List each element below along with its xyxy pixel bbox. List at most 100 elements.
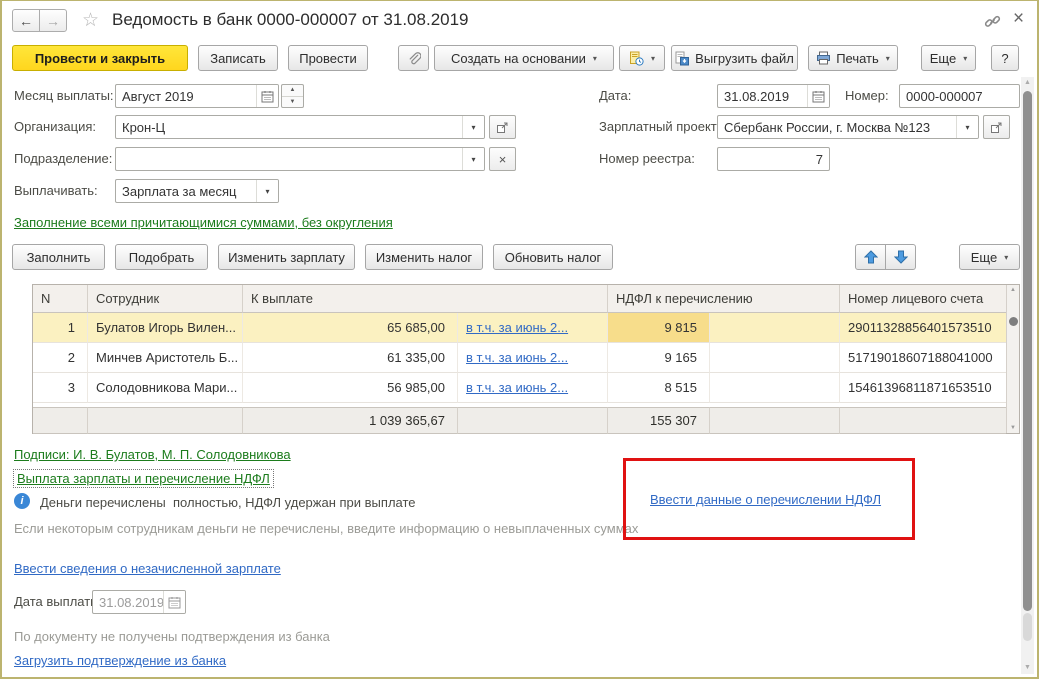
cell-row-number[interactable]: 3 bbox=[33, 373, 88, 403]
tax-detail-link[interactable]: в т.ч. за июнь 2... bbox=[466, 320, 569, 335]
open-icon bbox=[991, 122, 1002, 133]
main-scroll-thumb[interactable] bbox=[1023, 91, 1032, 611]
load-confirmation-link[interactable]: Загрузить подтверждение из банка bbox=[14, 653, 227, 668]
scroll-up-icon[interactable]: ▲ bbox=[1010, 287, 1016, 293]
main-scrollbar[interactable]: ▲ ▼ bbox=[1021, 77, 1034, 674]
cell-account-number[interactable]: 29011328856401573510 bbox=[840, 313, 1006, 343]
cell-account-number[interactable]: 51719018607188041000 bbox=[840, 343, 1006, 373]
fill-label: Заполнить bbox=[26, 249, 91, 265]
table-row[interactable]: 3 Солодовникова Мари... 56 985,00 в т.ч.… bbox=[33, 373, 1019, 403]
help-button[interactable]: ? bbox=[991, 45, 1019, 71]
change-tax-button[interactable]: Изменить налог bbox=[365, 244, 483, 270]
col-header-tax[interactable]: НДФЛ к перечислению bbox=[608, 285, 840, 313]
registry-number-field[interactable]: 7 bbox=[717, 147, 830, 171]
payout-month-field[interactable]: Август 2019 bbox=[115, 84, 279, 108]
combo-arrow-icon[interactable]: ▾ bbox=[256, 180, 278, 202]
document-timer-button[interactable]: ▾ bbox=[619, 45, 665, 71]
total-payout: 1 039 365,67 bbox=[243, 407, 458, 434]
department-field[interactable]: ▾ bbox=[115, 147, 485, 171]
export-file-button[interactable]: Выгрузить файл bbox=[671, 45, 798, 71]
organization-field[interactable]: Крон-Ц ▾ bbox=[115, 115, 485, 139]
combo-arrow-icon[interactable]: ▾ bbox=[956, 116, 978, 138]
organization-open-button[interactable] bbox=[489, 115, 516, 139]
calendar-icon[interactable] bbox=[163, 591, 185, 613]
move-row-up-button[interactable] bbox=[855, 244, 886, 270]
more-toolbar-button[interactable]: Еще ▾ bbox=[921, 45, 976, 71]
cell-row-number[interactable]: 2 bbox=[33, 343, 88, 373]
cell-tax-amount[interactable]: 9 815 bbox=[608, 313, 710, 343]
print-button[interactable]: Печать ▾ bbox=[808, 45, 898, 71]
forward-icon: → bbox=[46, 12, 60, 29]
cell-tax-amount[interactable]: 8 515 bbox=[608, 373, 710, 403]
payout-month-label: Месяц выплаты: bbox=[14, 88, 114, 103]
cell-tax-detail[interactable] bbox=[710, 373, 840, 403]
cell-payout-amount[interactable]: 61 335,00 bbox=[243, 343, 458, 373]
cell-account-number[interactable]: 15461396811871653510 bbox=[840, 373, 1006, 403]
scroll-down-icon[interactable]: ▼ bbox=[1024, 664, 1031, 671]
table-row[interactable]: 2 Минчев Аристотель Б... 61 335,00 в т.ч… bbox=[33, 343, 1019, 373]
back-button[interactable]: ← bbox=[12, 9, 40, 32]
cell-payout-detail[interactable]: в т.ч. за июнь 2... bbox=[458, 373, 608, 403]
cell-payout-detail[interactable]: в т.ч. за июнь 2... bbox=[458, 313, 608, 343]
close-icon[interactable]: × bbox=[1013, 8, 1025, 29]
col-header-n[interactable]: N bbox=[33, 285, 88, 313]
post-and-close-button[interactable]: Провести и закрыть bbox=[12, 45, 188, 71]
update-tax-button[interactable]: Обновить налог bbox=[493, 244, 613, 270]
more-label: Еще bbox=[929, 50, 957, 66]
change-salary-button[interactable]: Изменить зарплату bbox=[218, 244, 355, 270]
enter-tax-data-link[interactable]: Ввести данные о перечислении НДФЛ bbox=[650, 492, 882, 507]
cell-employee[interactable]: Минчев Аристотель Б... bbox=[88, 343, 243, 373]
table-scroll-thumb[interactable] bbox=[1008, 317, 1018, 326]
fill-button[interactable]: Заполнить bbox=[12, 244, 105, 270]
scroll-down-icon[interactable]: ▼ bbox=[1010, 425, 1016, 431]
date-field[interactable]: 31.08.2019 bbox=[717, 84, 830, 108]
cell-employee[interactable]: Булатов Игорь Вилен... bbox=[88, 313, 243, 343]
pay-type-field[interactable]: Зарплата за месяц ▾ bbox=[115, 179, 279, 203]
col-header-payout[interactable]: К выплате bbox=[243, 285, 608, 313]
save-button[interactable]: Записать bbox=[198, 45, 278, 71]
number-field[interactable]: 0000-000007 bbox=[899, 84, 1020, 108]
cell-employee[interactable]: Солодовникова Мари... bbox=[88, 373, 243, 403]
tax-detail-link[interactable]: в т.ч. за июнь 2... bbox=[466, 350, 569, 365]
calendar-icon[interactable] bbox=[807, 85, 829, 107]
pick-button[interactable]: Подобрать bbox=[115, 244, 208, 270]
col-header-employee[interactable]: Сотрудник bbox=[88, 285, 243, 313]
payment-and-tax-link[interactable]: Выплата зарплаты и перечисление НДФЛ bbox=[13, 469, 274, 488]
col-header-account[interactable]: Номер лицевого счета bbox=[840, 285, 1006, 313]
export-file-label: Выгрузить файл bbox=[695, 50, 794, 66]
post-button[interactable]: Провести bbox=[288, 45, 368, 71]
department-clear-button[interactable]: × bbox=[489, 147, 516, 171]
payout-month-stepper[interactable]: ▲ ▼ bbox=[281, 84, 304, 108]
cell-tax-detail[interactable] bbox=[710, 313, 840, 343]
cell-payout-amount[interactable]: 56 985,00 bbox=[243, 373, 458, 403]
salary-project-open-button[interactable] bbox=[983, 115, 1010, 139]
tax-detail-link[interactable]: в т.ч. за июнь 2... bbox=[466, 380, 569, 395]
spin-up-icon[interactable]: ▲ bbox=[282, 85, 303, 97]
signatures-link[interactable]: Подписи: И. В. Булатов, М. П. Солодовник… bbox=[14, 447, 291, 462]
cell-payout-amount[interactable]: 65 685,00 bbox=[243, 313, 458, 343]
combo-arrow-icon[interactable]: ▾ bbox=[462, 148, 484, 170]
create-based-on-button[interactable]: Создать на основании ▾ bbox=[434, 45, 614, 71]
attachments-button[interactable] bbox=[398, 45, 429, 71]
move-row-down-button[interactable] bbox=[885, 244, 916, 270]
calendar-icon[interactable] bbox=[256, 85, 278, 107]
post-label: Провести bbox=[299, 50, 357, 66]
spin-down-icon[interactable]: ▼ bbox=[289, 98, 296, 105]
forward-button[interactable]: → bbox=[39, 9, 67, 32]
salary-project-field[interactable]: Сбербанк России, г. Москва №123 ▾ bbox=[717, 115, 979, 139]
cell-row-number[interactable]: 1 bbox=[33, 313, 88, 343]
more-table-button[interactable]: Еще ▾ bbox=[959, 244, 1020, 270]
fill-rule-link[interactable]: Заполнение всеми причитающимися суммами,… bbox=[14, 215, 393, 230]
get-link-icon[interactable] bbox=[984, 13, 1001, 33]
cell-payout-detail[interactable]: в т.ч. за июнь 2... bbox=[458, 343, 608, 373]
combo-arrow-icon[interactable]: ▾ bbox=[462, 116, 484, 138]
enter-unpaid-link[interactable]: Ввести сведения о незачисленной зарплате bbox=[14, 561, 281, 576]
payment-date-label: Дата выплаты: bbox=[14, 594, 104, 609]
scroll-up-icon[interactable]: ▲ bbox=[1024, 79, 1031, 86]
table-row[interactable]: 1 Булатов Игорь Вилен... 65 685,00 в т.ч… bbox=[33, 313, 1019, 343]
table-scrollbar[interactable]: ▲ ▼ bbox=[1006, 285, 1019, 433]
favorite-star-icon[interactable]: ☆ bbox=[82, 10, 100, 31]
cell-tax-detail[interactable] bbox=[710, 343, 840, 373]
payment-date-field[interactable]: 31.08.2019 bbox=[92, 590, 186, 614]
cell-tax-amount[interactable]: 9 165 bbox=[608, 343, 710, 373]
